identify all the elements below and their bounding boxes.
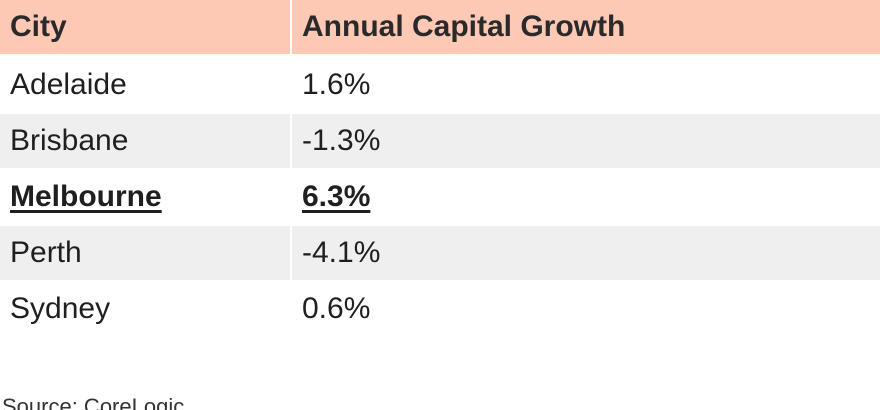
cell-city: Brisbane <box>0 112 290 168</box>
source-note: Source: CoreLogic <box>2 394 185 410</box>
table-row: Adelaide 1.6% <box>0 56 880 112</box>
cell-city: Sydney <box>0 280 290 336</box>
table-row-highlighted: Melbourne 6.3% <box>0 168 880 224</box>
cell-city: Melbourne <box>0 168 290 224</box>
table-row: Sydney 0.6% <box>0 280 880 336</box>
cell-city: Perth <box>0 224 290 280</box>
cell-growth: -4.1% <box>290 224 880 280</box>
table-row: Brisbane -1.3% <box>0 112 880 168</box>
growth-table: City Annual Capital Growth Adelaide 1.6%… <box>0 0 880 336</box>
header-annual-capital-growth: Annual Capital Growth <box>290 0 880 56</box>
cell-growth: 6.3% <box>290 168 880 224</box>
cell-growth: -1.3% <box>290 112 880 168</box>
cell-growth: 0.6% <box>290 280 880 336</box>
header-city: City <box>0 0 290 56</box>
table-header-row: City Annual Capital Growth <box>0 0 880 56</box>
cell-city: Adelaide <box>0 56 290 112</box>
cell-growth: 1.6% <box>290 56 880 112</box>
table-row: Perth -4.1% <box>0 224 880 280</box>
